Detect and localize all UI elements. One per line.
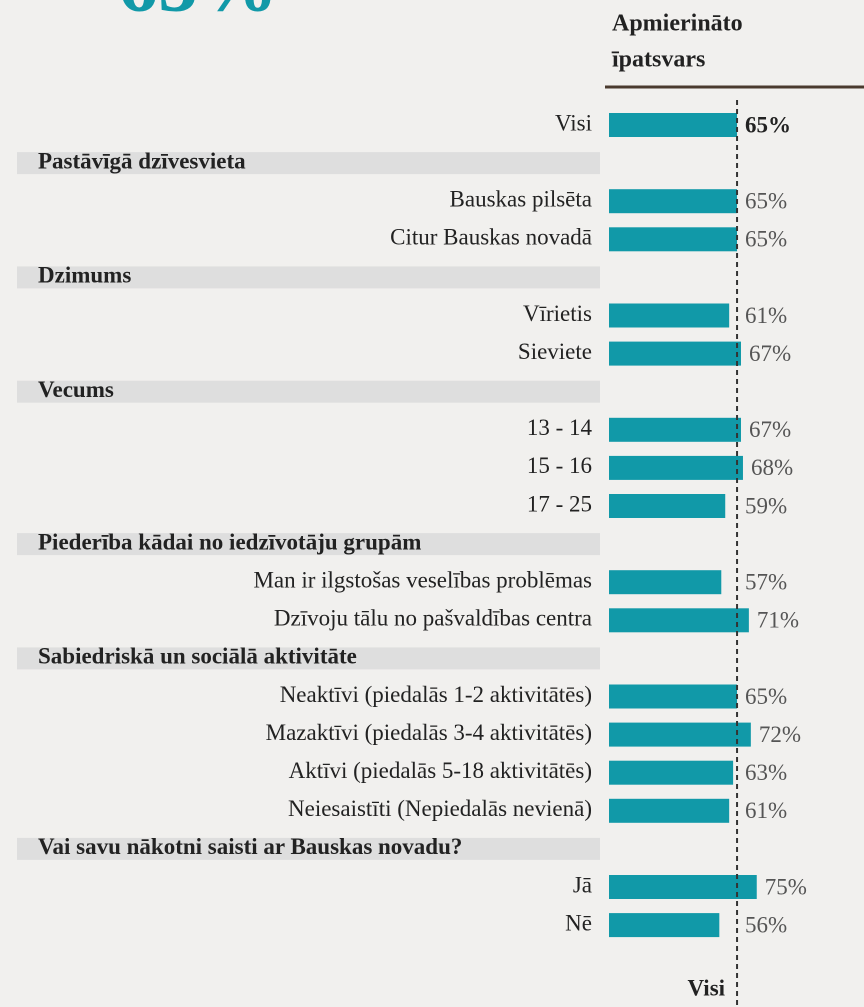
bar [609, 342, 741, 366]
category-label: Jā [573, 872, 592, 897]
bar [609, 570, 721, 594]
value-label: 56% [745, 912, 787, 937]
bar [609, 608, 749, 632]
chart: 65% Apmierināto īpatsvars Visi 65% Pastāvī… [0, 0, 864, 1007]
value-label: 67% [749, 341, 791, 366]
group-label: Piederība kādai no iedzīvotāju grupām [38, 529, 421, 554]
bar [609, 189, 737, 213]
bar [609, 304, 729, 328]
value-label: 75% [765, 874, 807, 899]
value-label: 61% [745, 303, 787, 328]
value-label: 59% [745, 493, 787, 518]
category-label: 15 - 16 [527, 453, 592, 478]
bar [609, 113, 737, 137]
bar [609, 494, 725, 518]
bar [609, 875, 757, 899]
category-label: Sieviete [518, 339, 592, 364]
value-label: 67% [749, 417, 791, 442]
category-label: Bauskas pilsēta [450, 186, 592, 211]
value-label: 72% [759, 722, 801, 747]
bar [609, 685, 737, 709]
column-title: Apmierināto [612, 11, 743, 37]
value-label: 65% [745, 188, 787, 213]
category-label: Vīrietis [523, 301, 592, 326]
bar [609, 799, 729, 823]
value-label: 68% [751, 455, 793, 480]
value-label: 61% [745, 798, 787, 823]
category-label: Man ir ilgstošas veselības problēmas [253, 567, 592, 592]
bar [609, 456, 743, 480]
category-label: 17 - 25 [527, 491, 592, 516]
bar [609, 723, 751, 747]
value-label: 71% [757, 608, 799, 633]
value-label: 65% [745, 112, 791, 137]
bar [609, 761, 733, 785]
bar [609, 227, 737, 251]
group-label: Dzimums [38, 263, 131, 288]
category-label: Visi [555, 110, 592, 135]
value-label: 57% [745, 569, 787, 594]
reference-label: Visi [688, 975, 726, 1000]
category-label: Dzīvoju tālu no pašvaldības centra [274, 606, 592, 631]
value-label: 65% [745, 227, 787, 252]
column-title: īpatsvars [611, 47, 705, 73]
value-label: 63% [745, 760, 787, 785]
category-label: Neiesaistīti (Nepiedalās nevienā) [288, 796, 592, 821]
category-label: Citur Bauskas novadā [390, 225, 592, 250]
value-label: 65% [745, 684, 787, 709]
bar [609, 418, 741, 442]
group-label: Vecums [38, 377, 114, 402]
group-label: Vai savu nākotni saisti ar Bauskas novad… [38, 834, 462, 859]
bar [609, 913, 719, 937]
category-label: Neaktīvi (piedalās 1-2 aktivitātēs) [280, 682, 592, 707]
category-label: 13 - 14 [527, 415, 593, 440]
category-label: Nē [565, 910, 592, 935]
group-label: Pastāvīgā dzīvesvieta [38, 148, 246, 173]
group-label: Sabiedriskā un sociālā aktivitāte [38, 644, 357, 669]
category-label: Aktīvi (piedalās 5-18 aktivitātēs) [289, 758, 592, 783]
category-label: Mazaktīvi (piedalās 3-4 aktivitātēs) [266, 720, 592, 745]
headline: 65% [118, 0, 278, 28]
